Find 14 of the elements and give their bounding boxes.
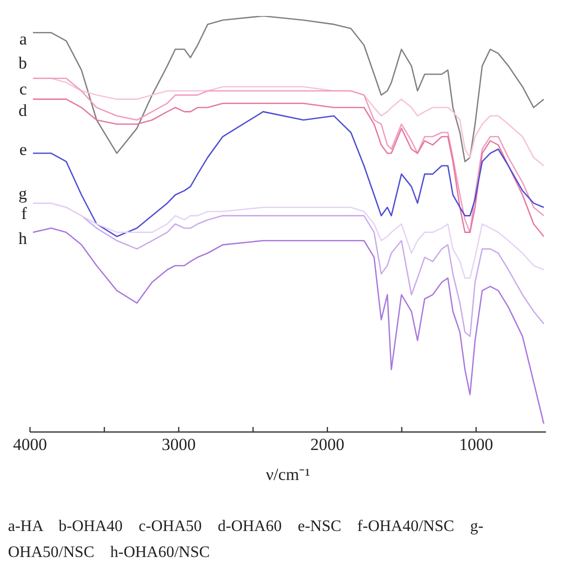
series-label: b xyxy=(18,53,27,72)
series-label: h xyxy=(18,229,28,248)
series-label: f xyxy=(21,204,28,224)
x-axis-title: ν/cm⁻¹ xyxy=(266,465,310,484)
x-tick-label: 4000 xyxy=(13,435,47,454)
x-tick-label: 1000 xyxy=(459,435,494,454)
text: a-HA b-OHA40 c-OHA50 d-OHA60 e-NSC f-OHA40/NSC g-OHA50/NSC h-OHA60/NSC xyxy=(8,517,485,563)
x-tick-label: 2000 xyxy=(310,435,344,454)
series-label: d xyxy=(18,101,28,120)
series-label: c xyxy=(19,79,28,98)
x-tick-label: 3000 xyxy=(162,435,196,454)
series-label: e xyxy=(19,140,27,160)
series-label: g xyxy=(18,184,28,204)
series-label: a xyxy=(19,30,28,49)
